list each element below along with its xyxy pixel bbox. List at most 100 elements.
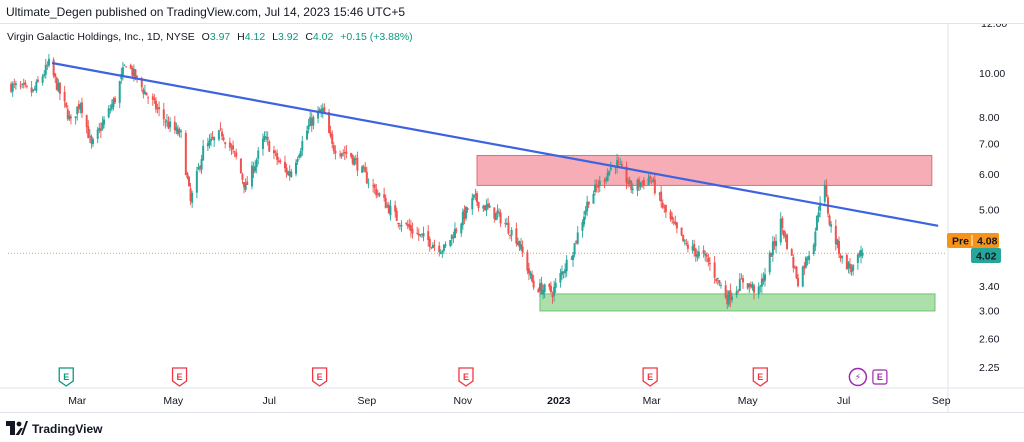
- candle: [605, 176, 608, 185]
- candle-body: [531, 274, 534, 282]
- dividend-event-marker[interactable]: ⚡: [848, 367, 868, 387]
- candle: [598, 175, 601, 193]
- earnings-event-marker[interactable]: E: [642, 367, 658, 387]
- earnings-event-marker[interactable]: E: [311, 367, 328, 387]
- candle: [672, 217, 675, 226]
- candle-body: [400, 224, 403, 227]
- candle-body: [770, 253, 773, 257]
- candle-body: [496, 210, 499, 214]
- candle-body: [741, 278, 744, 283]
- tradingview-logo-icon[interactable]: [6, 421, 28, 435]
- candle-body: [806, 258, 809, 260]
- descending-trendline[interactable]: [51, 61, 939, 227]
- candle: [364, 161, 367, 173]
- candle-body: [246, 181, 249, 185]
- candle: [200, 154, 203, 175]
- candle-body: [538, 283, 541, 292]
- candle-body: [587, 201, 590, 205]
- candle: [298, 153, 301, 160]
- candle-body: [309, 117, 312, 127]
- candle-body: [323, 107, 326, 113]
- candle: [476, 190, 478, 206]
- candle-body: [202, 145, 205, 161]
- price-chart[interactable]: 12.00 10.00 8.00 7.00 6.00 5.00 3.40 3.00 2.60 2.…: [0, 24, 1024, 412]
- candle: [438, 241, 441, 257]
- candle: [156, 103, 159, 114]
- candle: [741, 274, 744, 289]
- candle-body: [592, 193, 595, 204]
- candle: [729, 283, 732, 308]
- candle: [296, 156, 299, 166]
- candle-body: [801, 266, 804, 287]
- time-axis[interactable]: Mar May Jul Sep Nov 2023 Mar May Jul Sep: [68, 395, 951, 407]
- candle: [217, 129, 220, 142]
- earnings-event-marker[interactable]: E: [171, 367, 188, 387]
- candle-body: [554, 282, 557, 288]
- time-tick-label: Sep: [932, 395, 951, 407]
- candle: [507, 216, 510, 236]
- candle: [356, 151, 359, 176]
- earnings-event-marker[interactable]: E: [872, 369, 888, 385]
- candle: [510, 227, 513, 242]
- candle: [825, 179, 828, 198]
- candle: [353, 156, 356, 166]
- price-axis[interactable]: 12.00 10.00 8.00 7.00 6.00 5.00 3.40 3.00 2.60 2.…: [979, 24, 1007, 374]
- candle: [830, 221, 833, 233]
- candle: [680, 227, 683, 237]
- candle-body: [705, 254, 708, 257]
- candle-body: [488, 205, 491, 208]
- candle-body: [664, 205, 667, 213]
- candle: [619, 157, 622, 165]
- candle: [537, 287, 540, 293]
- candle-body: [154, 100, 157, 110]
- earnings-event-marker[interactable]: E: [752, 367, 768, 387]
- earnings-event-marker[interactable]: E: [458, 367, 474, 387]
- candle: [213, 136, 216, 147]
- candle-body: [449, 239, 452, 246]
- candle-body: [232, 145, 235, 150]
- candle-body: [339, 154, 342, 156]
- candle: [98, 123, 101, 134]
- candle-body: [156, 108, 159, 110]
- candle-body: [825, 184, 828, 197]
- candle-body: [365, 171, 368, 184]
- candle-body: [730, 296, 733, 301]
- candle-body: [669, 211, 672, 219]
- candle: [290, 168, 293, 178]
- candle: [125, 66, 128, 68]
- candle-body: [830, 224, 833, 227]
- support-zone[interactable]: [539, 293, 936, 312]
- candle: [782, 229, 785, 240]
- candle-body: [250, 165, 253, 187]
- candle-body: [464, 206, 467, 219]
- candle-body: [708, 263, 711, 265]
- candle-body: [685, 242, 688, 245]
- candle-body: [487, 203, 490, 208]
- candle: [693, 239, 696, 257]
- candle-body: [373, 184, 376, 188]
- price-tick-label-partial: 12.00: [981, 24, 1007, 30]
- candle-body: [30, 87, 33, 93]
- candle: [307, 119, 310, 134]
- candle-body: [46, 64, 49, 66]
- candle-body: [738, 279, 741, 292]
- candle-body: [817, 212, 820, 218]
- candle-body: [841, 255, 844, 259]
- resistance-zone[interactable]: [476, 154, 933, 186]
- candle-body: [661, 202, 664, 208]
- candle-body: [107, 108, 110, 118]
- candle: [299, 147, 302, 159]
- tradingview-brand[interactable]: TradingView: [32, 422, 103, 436]
- candle-body: [719, 285, 722, 286]
- time-tick-label: Nov: [453, 395, 472, 407]
- candle: [795, 265, 798, 280]
- candle-body: [663, 206, 666, 208]
- candle-body: [812, 244, 815, 254]
- candle-body: [620, 164, 623, 167]
- candle: [306, 125, 309, 141]
- earnings-event-marker[interactable]: E: [58, 367, 74, 387]
- candle: [532, 274, 535, 290]
- candle: [239, 158, 242, 174]
- earnings-badge: [58, 367, 74, 387]
- candle-body: [674, 221, 677, 225]
